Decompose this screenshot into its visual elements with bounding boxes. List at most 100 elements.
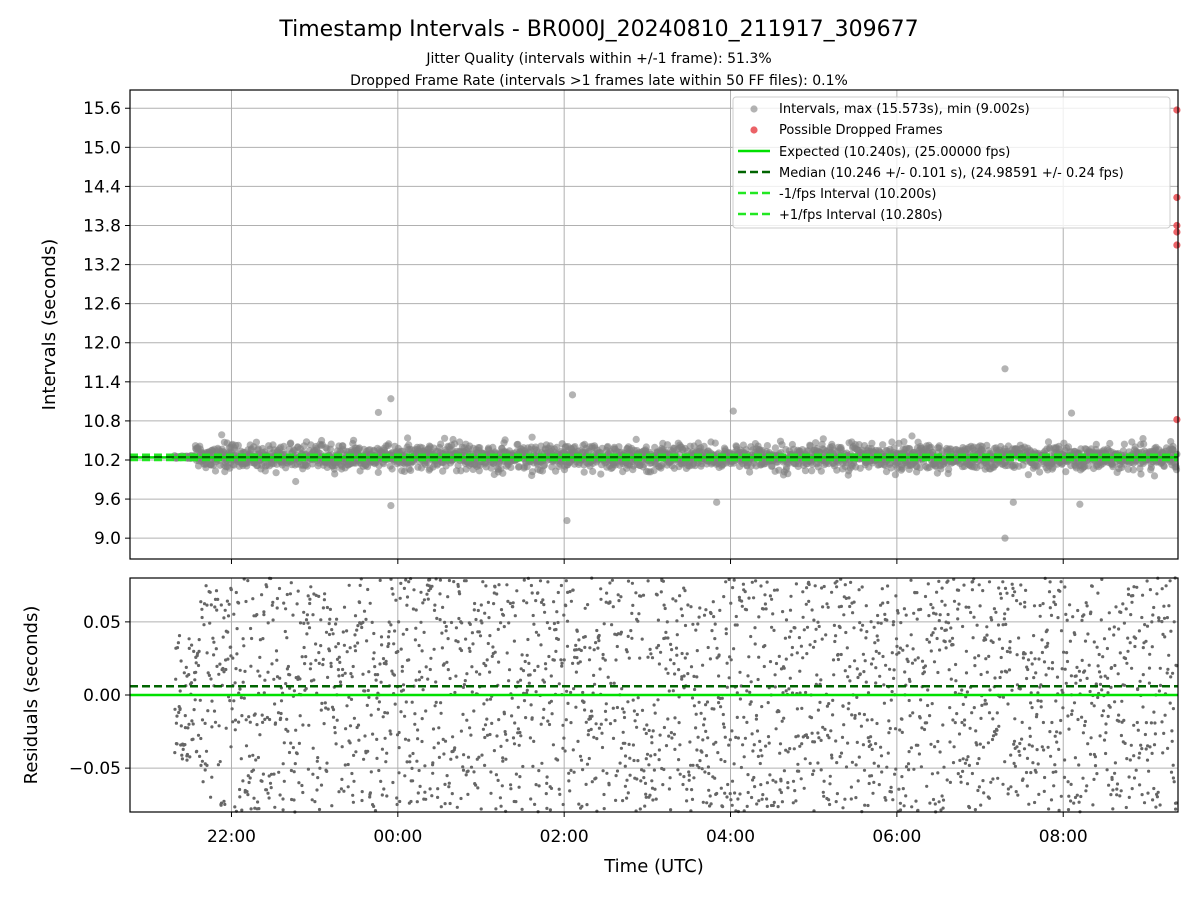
- residual-point: [197, 734, 200, 737]
- residual-point: [783, 667, 786, 670]
- residual-point: [654, 712, 657, 715]
- residual-point: [938, 619, 941, 622]
- residual-point: [646, 656, 649, 659]
- residual-point: [561, 724, 564, 727]
- residual-point: [653, 703, 656, 706]
- residual-point: [542, 708, 545, 711]
- residual-point: [436, 796, 439, 799]
- residual-point: [928, 802, 931, 805]
- residual-point: [281, 797, 284, 800]
- residual-point: [971, 588, 974, 591]
- residual-point: [426, 678, 429, 681]
- residual-point: [497, 718, 500, 721]
- residual-point: [919, 698, 922, 701]
- residual-point: [1043, 790, 1046, 793]
- residual-point: [493, 749, 496, 752]
- residual-point: [345, 629, 348, 632]
- residual-point: [376, 673, 379, 676]
- residual-point: [752, 596, 755, 599]
- residual-point: [1073, 701, 1076, 704]
- residual-point: [1066, 714, 1069, 717]
- residual-point: [729, 792, 732, 795]
- residual-point: [615, 774, 618, 777]
- residual-point: [240, 696, 243, 699]
- residual-point: [894, 727, 897, 730]
- residual-point: [761, 793, 764, 796]
- residual-point: [490, 722, 493, 725]
- residual-point: [506, 651, 509, 654]
- residual-point: [344, 727, 347, 730]
- residual-point: [634, 719, 637, 722]
- residual-point: [942, 766, 945, 769]
- residual-point: [691, 764, 694, 767]
- residual-point: [439, 618, 442, 621]
- residual-point: [973, 664, 976, 667]
- residual-point: [226, 600, 229, 603]
- residual-point: [658, 662, 661, 665]
- residual-point: [903, 670, 906, 673]
- residual-point: [439, 579, 442, 582]
- residual-point: [537, 634, 540, 637]
- residual-point: [354, 614, 357, 617]
- residual-point: [335, 742, 338, 745]
- residual-point: [1056, 676, 1059, 679]
- residual-point: [271, 601, 274, 604]
- residual-point: [724, 736, 727, 739]
- residual-point: [614, 658, 617, 661]
- residual-point: [435, 701, 438, 704]
- residual-point: [551, 712, 554, 715]
- residual-point: [517, 706, 520, 709]
- residual-point: [507, 679, 510, 682]
- residual-point: [899, 621, 902, 624]
- residual-point: [1046, 629, 1049, 632]
- residual-point: [405, 604, 408, 607]
- residual-point: [908, 680, 911, 683]
- residual-point: [878, 675, 881, 678]
- residual-point: [959, 775, 962, 778]
- residual-point: [478, 630, 481, 633]
- residual-point: [900, 775, 903, 778]
- residual-point: [585, 721, 588, 724]
- residual-point: [1007, 792, 1010, 795]
- residual-point: [936, 637, 939, 640]
- residual-point: [807, 600, 810, 603]
- residual-point: [693, 688, 696, 691]
- residual-point: [608, 783, 611, 786]
- residual-point: [912, 647, 915, 650]
- residual-point: [1079, 795, 1082, 798]
- residual-point: [1001, 647, 1004, 650]
- residual-point: [467, 770, 470, 773]
- residual-point: [215, 665, 218, 668]
- residual-point: [776, 588, 779, 591]
- residual-point: [1015, 599, 1018, 602]
- residual-point: [408, 754, 411, 757]
- residual-point: [673, 716, 676, 719]
- residual-point: [1003, 760, 1006, 763]
- residual-point: [767, 701, 770, 704]
- residual-point: [1048, 590, 1051, 593]
- dropped-frame-point: [1173, 241, 1180, 248]
- residual-point: [495, 773, 498, 776]
- residual-point: [442, 752, 445, 755]
- residual-point: [669, 658, 672, 661]
- residual-point: [415, 679, 418, 682]
- residual-point: [954, 721, 957, 724]
- residual-point: [1061, 667, 1064, 670]
- residual-point: [550, 787, 553, 790]
- residual-point: [261, 714, 264, 717]
- residual-point: [933, 660, 936, 663]
- residual-point: [188, 647, 191, 650]
- residual-point: [622, 731, 625, 734]
- residual-point: [595, 629, 598, 632]
- residual-point: [632, 759, 635, 762]
- residual-point: [963, 718, 966, 721]
- residual-point: [677, 668, 680, 671]
- residual-point: [332, 716, 335, 719]
- residual-point: [688, 779, 691, 782]
- residual-point: [966, 755, 969, 758]
- residual-point: [387, 635, 390, 638]
- residual-point: [424, 709, 427, 712]
- residual-point: [713, 777, 716, 780]
- residual-point: [602, 769, 605, 772]
- residual-point: [595, 737, 598, 740]
